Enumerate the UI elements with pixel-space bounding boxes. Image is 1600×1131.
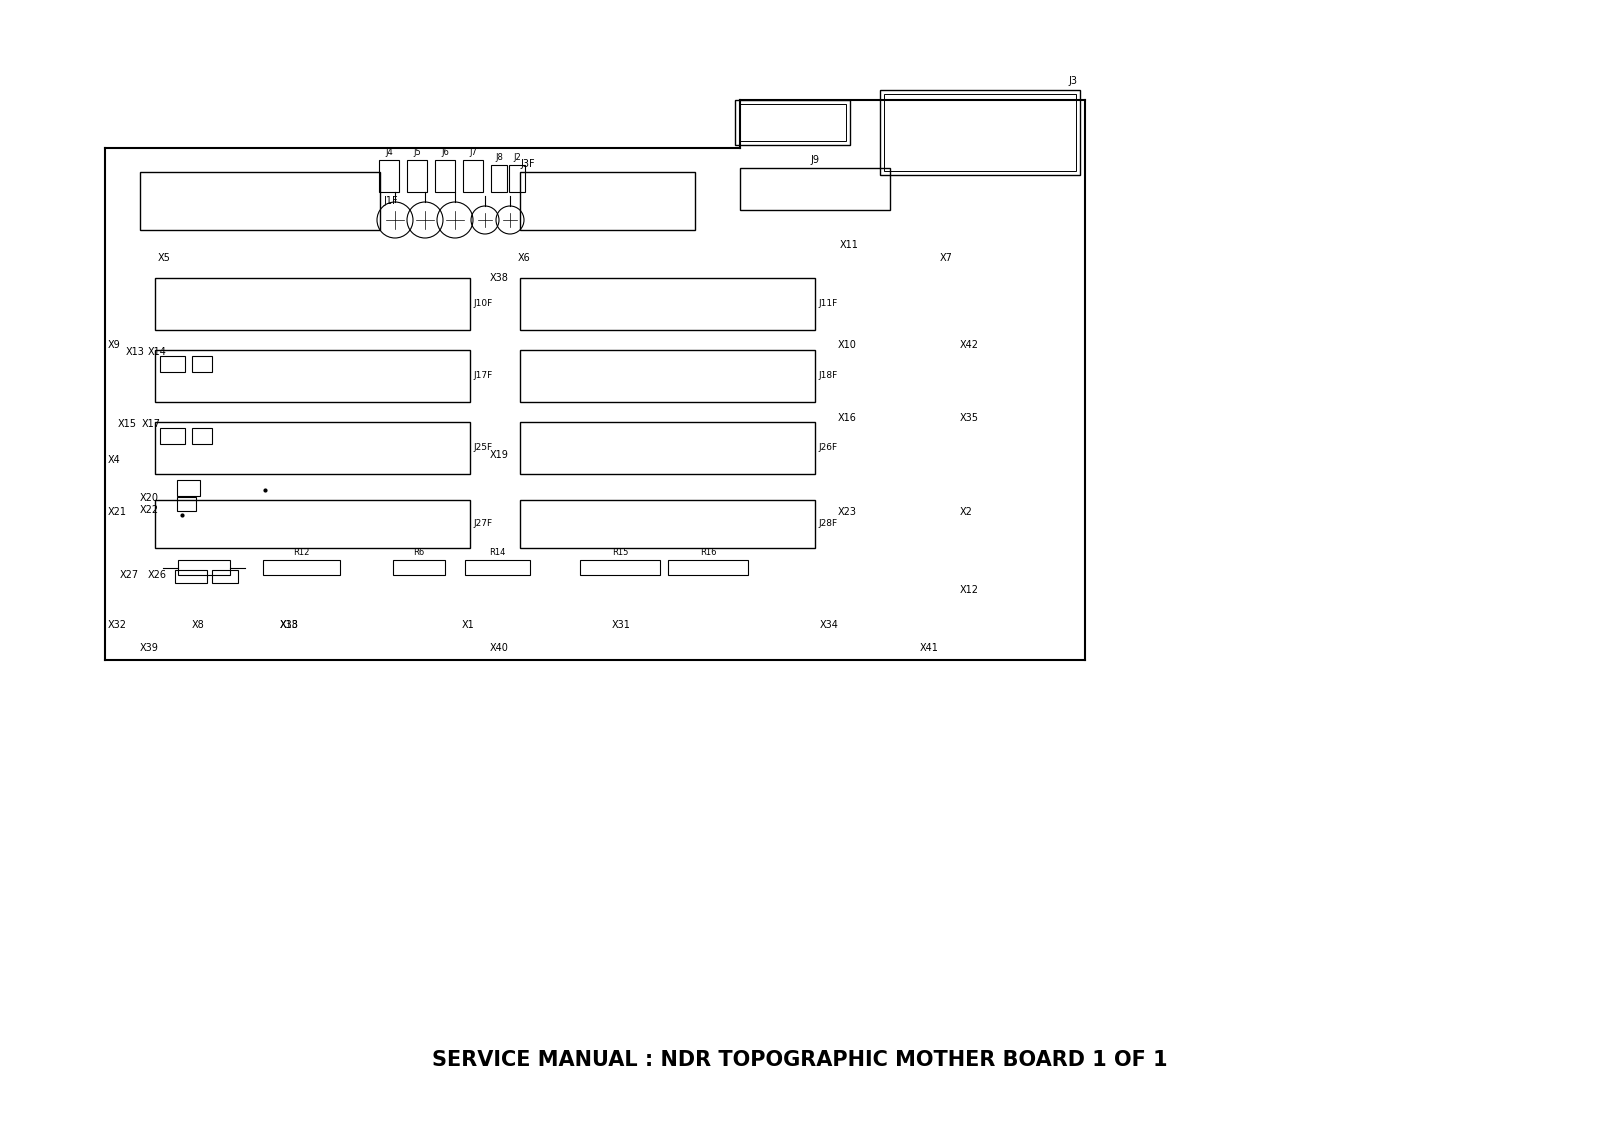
Text: X16: X16 <box>838 413 858 423</box>
Bar <box>155 278 470 330</box>
Text: X11: X11 <box>840 240 859 250</box>
Text: R14: R14 <box>490 549 506 556</box>
Bar <box>155 500 470 549</box>
Text: J6: J6 <box>442 148 450 157</box>
Text: R12: R12 <box>293 549 310 556</box>
Text: X19: X19 <box>490 450 509 460</box>
Bar <box>192 356 211 372</box>
Text: J2: J2 <box>514 153 522 162</box>
Text: X8: X8 <box>192 620 205 630</box>
Text: J27F: J27F <box>474 519 493 528</box>
Bar <box>155 422 470 474</box>
Text: X15: X15 <box>118 418 138 429</box>
Bar <box>509 165 525 192</box>
Bar <box>466 560 530 575</box>
Text: X35: X35 <box>960 413 979 423</box>
Text: X9: X9 <box>109 340 120 349</box>
Bar <box>520 349 814 402</box>
Text: X31: X31 <box>611 620 630 630</box>
Bar <box>178 480 200 497</box>
Text: X20: X20 <box>141 493 158 503</box>
Text: X17: X17 <box>142 418 162 429</box>
Bar <box>435 159 454 192</box>
Text: X38: X38 <box>490 273 509 283</box>
Text: J8: J8 <box>494 153 502 162</box>
Text: J3: J3 <box>1069 76 1077 86</box>
Bar <box>178 560 230 575</box>
Bar <box>174 570 206 582</box>
Text: J18F: J18F <box>818 371 837 380</box>
Text: X33: X33 <box>280 620 299 630</box>
Bar <box>160 356 186 372</box>
Text: J28F: J28F <box>818 519 837 528</box>
Bar <box>579 560 661 575</box>
Text: X2: X2 <box>960 507 973 517</box>
Text: X13: X13 <box>126 347 146 357</box>
Text: J17F: J17F <box>474 371 493 380</box>
Text: X26: X26 <box>147 570 166 580</box>
Bar <box>669 560 749 575</box>
Bar <box>141 172 381 230</box>
Bar <box>739 104 846 141</box>
Text: SERVICE MANUAL : NDR TOPOGRAPHIC MOTHER BOARD 1 OF 1: SERVICE MANUAL : NDR TOPOGRAPHIC MOTHER … <box>432 1050 1168 1070</box>
Bar <box>520 500 814 549</box>
Text: X40: X40 <box>490 644 509 653</box>
Text: R6: R6 <box>413 549 424 556</box>
Bar <box>406 159 427 192</box>
Text: X12: X12 <box>960 585 979 595</box>
Bar <box>379 159 398 192</box>
Text: J4: J4 <box>386 148 394 157</box>
Text: R15: R15 <box>611 549 629 556</box>
Text: X41: X41 <box>920 644 939 653</box>
Text: X27: X27 <box>120 570 139 580</box>
Text: J25F: J25F <box>474 443 493 452</box>
Bar <box>262 560 339 575</box>
Bar <box>883 94 1075 171</box>
Bar <box>178 497 195 511</box>
Text: J11F: J11F <box>818 300 837 309</box>
Bar <box>520 422 814 474</box>
Text: J3F: J3F <box>520 159 534 169</box>
Text: X5: X5 <box>158 253 171 264</box>
Text: X10: X10 <box>838 340 858 349</box>
Bar <box>394 560 445 575</box>
Text: J5: J5 <box>413 148 421 157</box>
Text: X22: X22 <box>141 506 158 515</box>
Bar <box>192 428 211 444</box>
Text: X1: X1 <box>462 620 475 630</box>
Text: R16: R16 <box>699 549 717 556</box>
Bar <box>160 428 186 444</box>
Text: X14: X14 <box>147 347 166 357</box>
Text: X23: X23 <box>838 507 858 517</box>
Bar <box>462 159 483 192</box>
Text: X7: X7 <box>941 253 954 264</box>
Bar <box>520 278 814 330</box>
Bar <box>211 570 238 582</box>
Text: X6: X6 <box>518 253 531 264</box>
Text: X39: X39 <box>141 644 158 653</box>
Text: J10F: J10F <box>474 300 493 309</box>
Text: X4: X4 <box>109 455 120 465</box>
Bar <box>491 165 507 192</box>
Text: X34: X34 <box>819 620 838 630</box>
Text: J1F: J1F <box>382 196 398 206</box>
Bar <box>734 100 850 145</box>
Bar <box>520 172 694 230</box>
Text: X21: X21 <box>109 507 126 517</box>
Text: X18: X18 <box>280 620 299 630</box>
Text: J26F: J26F <box>818 443 837 452</box>
Text: X42: X42 <box>960 340 979 349</box>
Bar <box>155 349 470 402</box>
Bar <box>739 169 890 210</box>
Text: J7: J7 <box>469 148 477 157</box>
Bar <box>880 90 1080 175</box>
Text: X32: X32 <box>109 620 126 630</box>
Text: J9: J9 <box>811 155 819 165</box>
